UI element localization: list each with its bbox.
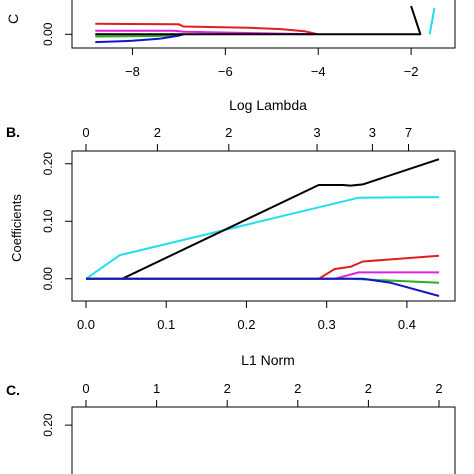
panel-b-series-line (86, 277, 440, 297)
panel-b-x-tick-label: 0.3 (318, 317, 336, 332)
panel-a-series-line (95, 5, 422, 36)
panel-a-series (95, 5, 436, 44)
panel-b-plot-box (71, 150, 456, 302)
panel-b-series (85, 158, 440, 297)
panel-c-series-line (457, 419, 474, 468)
panel-a-x-tick-label: −8 (125, 64, 140, 79)
panel-a-series-line (95, 22, 319, 36)
panel-a-ylabel-fragment: C (5, 14, 21, 24)
panel-b-y-tick-label: 0.10 (41, 209, 55, 233)
panel-b-letter: B. (6, 124, 20, 140)
panel-b-y-tick-label: 0.20 (41, 152, 55, 176)
panel-c-top-tick-label: 2 (224, 381, 231, 396)
panel-b-x-tick-label: 0.1 (157, 317, 175, 332)
panel-b-axis: 0.0 0.1 0.2 0.3 0.4 0 2 2 3 3 7 0.00 0.10 0.20 (41, 125, 416, 332)
panel-b-top-tick-label: 7 (405, 125, 412, 140)
panel-b-top-tick-label: 3 (313, 125, 320, 140)
panel-b-x-tick-label: 0.2 (237, 317, 255, 332)
panel-c-top-tick-label: 2 (294, 381, 301, 396)
panel-b-ylabel: Coefficients (9, 194, 24, 262)
panel-a-plot-box (71, 0, 456, 49)
panel-c-top-tick-label: 2 (365, 381, 372, 396)
panel-b-top-tick-label: 2 (225, 125, 232, 140)
panel-b-top-tick-label: 3 (369, 125, 376, 140)
panel-b-series-line (86, 158, 440, 280)
panel-c-top-tick-label: 2 (435, 381, 442, 396)
panel-b-series-line (86, 254, 440, 280)
panel-c-series (457, 419, 474, 471)
panel-c-plot-box (71, 406, 456, 474)
panel-b-top-tick-label: 2 (154, 125, 161, 140)
panel-a-xlabel: Log Lambda (229, 97, 307, 113)
panel-b-x-tick-label: 0.0 (77, 317, 95, 332)
panel-a-series-line (428, 8, 436, 35)
panel-b-top-tick-label: 0 (82, 125, 89, 140)
panel-a: C −8 −6 −4 −2 0.00 Log Lambda (5, 0, 456, 113)
panel-b-x-tick-label: 0.4 (398, 317, 416, 332)
panel-a-series-line (95, 29, 314, 36)
panel-a-y-tick-label: 0.00 (41, 22, 55, 46)
panel-c-top-tick-label: 0 (82, 381, 89, 396)
panel-b-xlabel: L1 Norm (241, 352, 295, 368)
panel-b: B. Coefficients 0.0 0.1 0.2 0.3 0.40 2 2 3 3 70.0… (6, 124, 456, 368)
panel-a-x-tick-label: −4 (311, 64, 326, 79)
panel-c-top-tick-label: 1 (153, 381, 160, 396)
panel-b-y-tick-label: 0.00 (41, 267, 55, 291)
panel-a-x-tick-label: −6 (218, 64, 233, 79)
panel-c-series-line (460, 462, 471, 471)
panel-c-y-tick-label: 0.20 (41, 413, 55, 437)
panel-b-series-line (85, 196, 440, 280)
panel-c-letter: C. (6, 382, 20, 398)
panel-c-axis: 0 1 2 2 2 2 0.20 (41, 381, 443, 437)
panel-a-x-tick-label: −2 (404, 64, 419, 79)
